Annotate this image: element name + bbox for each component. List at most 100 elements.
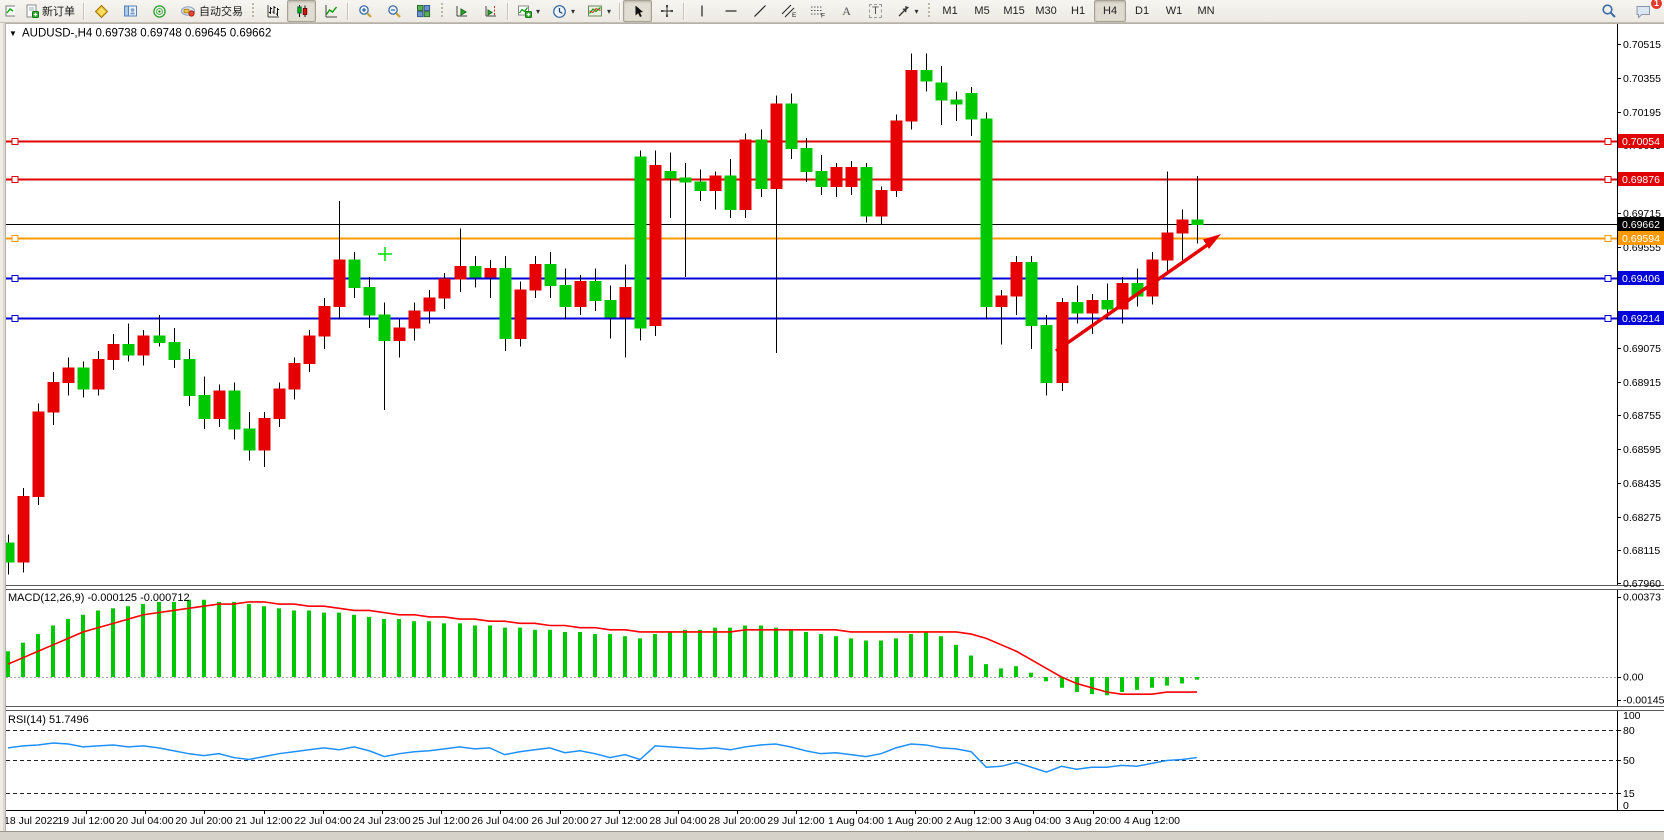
- toolbar-grip[interactable]: [251, 3, 255, 19]
- notifications-button[interactable]: 1: [1629, 0, 1663, 22]
- horizontal-line-button[interactable]: [716, 0, 745, 22]
- bar-chart-button[interactable]: [258, 0, 287, 22]
- toolbar-grip[interactable]: [927, 3, 932, 19]
- zoom-out-button[interactable]: [380, 0, 409, 22]
- auto-scroll-button[interactable]: [447, 0, 476, 22]
- macd-histogram-bar: [473, 625, 477, 677]
- candle-down: [559, 285, 572, 308]
- crosshair-button[interactable]: [652, 0, 681, 22]
- candle-up: [423, 297, 436, 312]
- time-tick-label: 4 Aug 12:00: [1124, 815, 1180, 827]
- hline-handle[interactable]: [1604, 176, 1612, 183]
- equidistant-channel-button[interactable]: E: [774, 0, 803, 22]
- candlestick-chart-button[interactable]: [287, 0, 316, 22]
- pane-splitter[interactable]: [0, 706, 1664, 711]
- macd-histogram-bar: [232, 601, 236, 677]
- hline-handle[interactable]: [11, 176, 19, 183]
- trend-arrow[interactable]: [1054, 239, 1215, 353]
- candle-up: [1176, 219, 1189, 234]
- hline-handle[interactable]: [11, 235, 19, 242]
- candlestick-chart-icon: [296, 5, 307, 17]
- macd-histogram-bar: [623, 636, 627, 677]
- cursor-button[interactable]: [623, 0, 653, 22]
- price-badge-label: 0.69876: [1622, 174, 1660, 186]
- indicators-button[interactable]: ▾: [511, 0, 546, 22]
- fibonacci-glyph: F: [821, 13, 825, 19]
- market-watch-button[interactable]: [87, 0, 116, 22]
- candle-up: [137, 335, 150, 356]
- toolbar-grip[interactable]: [440, 3, 444, 19]
- pane-splitter[interactable]: [0, 585, 1664, 590]
- timeframe-d1-button[interactable]: D1: [1135, 5, 1150, 17]
- data-window-button[interactable]: [145, 0, 174, 22]
- tile-windows-button[interactable]: [409, 0, 438, 22]
- candle-up: [514, 289, 527, 339]
- new-chart-button[interactable]: [1, 0, 19, 22]
- trend-arrow-head[interactable]: [1203, 234, 1221, 249]
- chart-shift-button[interactable]: [476, 0, 505, 22]
- candle-down: [604, 299, 617, 318]
- hline-handle[interactable]: [11, 138, 19, 145]
- arrows-button[interactable]: ▾: [890, 0, 925, 22]
- search-button[interactable]: [1594, 0, 1623, 22]
- hline-handle[interactable]: [1604, 275, 1612, 282]
- timeframe-h1-button[interactable]: H1: [1071, 5, 1086, 17]
- price-badge: [1618, 172, 1664, 186]
- candle-up: [995, 295, 1008, 308]
- macd-histogram-bar: [427, 621, 431, 677]
- candle-up: [273, 388, 286, 419]
- fibonacci-button[interactable]: F: [803, 0, 832, 22]
- timeframe-m1-button[interactable]: M1: [942, 5, 958, 17]
- price-badge-label: 0.69406: [1622, 273, 1660, 285]
- text-tool-glyph: A: [842, 3, 851, 18]
- hline-handle[interactable]: [11, 315, 19, 322]
- candle-up: [890, 120, 903, 192]
- time-tick-label: 26 Jul 04:00: [471, 815, 528, 827]
- candle-down: [1025, 261, 1038, 327]
- hline-handle[interactable]: [1604, 235, 1612, 242]
- vertical-line-button[interactable]: [687, 0, 716, 22]
- hline-handle[interactable]: [1604, 315, 1612, 322]
- timeframe-w1-button[interactable]: W1: [1165, 5, 1183, 17]
- time-tick-label: 18 Jul 2022: [4, 815, 58, 827]
- autotrade-button[interactable]: 自动交易: [174, 0, 249, 22]
- trendline-button[interactable]: [745, 0, 774, 22]
- text-label-button[interactable]: T: [861, 0, 890, 22]
- candle-up: [770, 103, 783, 190]
- macd-histogram-bar: [548, 629, 552, 677]
- templates-button[interactable]: ▾: [581, 0, 617, 22]
- macd-histogram-bar: [292, 610, 296, 677]
- text-button[interactable]: A: [832, 0, 861, 22]
- candle-up: [1010, 261, 1023, 297]
- horizontal-line-icon: [725, 10, 737, 12]
- trendline-icon: [753, 5, 766, 17]
- macd-histogram-bar: [759, 625, 763, 677]
- macd-histogram-bar: [412, 621, 416, 677]
- timeframe-m5-button[interactable]: M5: [974, 5, 990, 17]
- candle-down: [755, 139, 768, 190]
- macd-histogram-bar: [187, 599, 191, 677]
- navigator-button[interactable]: [116, 0, 145, 22]
- line-chart-button[interactable]: [316, 0, 345, 22]
- macd-histogram-bar: [743, 625, 747, 677]
- macd-histogram-bar: [352, 614, 356, 677]
- hline-handle[interactable]: [1604, 138, 1612, 145]
- candle-down: [664, 171, 677, 179]
- time-tick-label: 22 Jul 04:00: [294, 815, 351, 827]
- price-badge: [1618, 271, 1664, 285]
- timeframe-mn-button[interactable]: MN: [1197, 5, 1215, 17]
- macd-tick-label: -0.00145: [1623, 695, 1664, 707]
- timeframe-h4-button[interactable]: H4: [1094, 0, 1127, 22]
- macd-histogram-bar: [864, 640, 868, 677]
- zoom-in-button[interactable]: [351, 0, 380, 22]
- market-watch-icon: [94, 4, 109, 18]
- timeframe-m15-button[interactable]: M15: [1003, 5, 1025, 17]
- periods-button[interactable]: ▾: [546, 0, 581, 22]
- candle-down: [153, 335, 166, 344]
- new-order-button[interactable]: 新订单: [19, 0, 81, 22]
- candle-up: [905, 69, 918, 122]
- timeframe-m30-button[interactable]: M30: [1035, 5, 1057, 17]
- hline-handle[interactable]: [11, 275, 19, 282]
- new-order-label: 新订单: [42, 6, 75, 18]
